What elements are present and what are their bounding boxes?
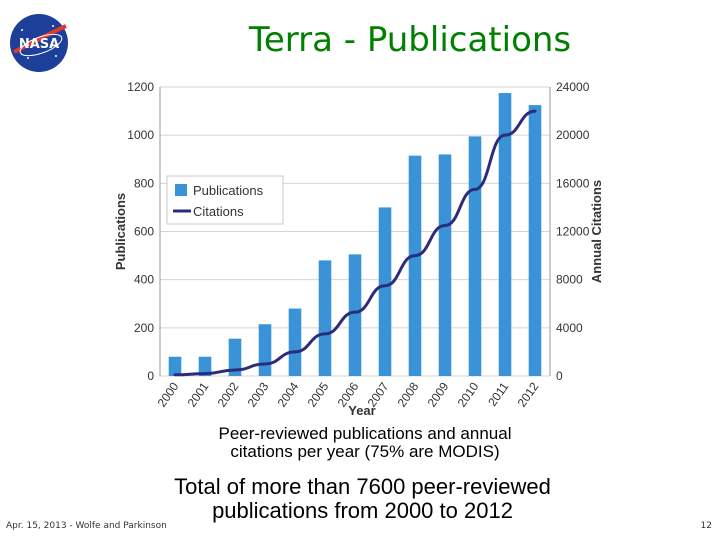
nasa-logo-swoosh (13, 24, 67, 54)
y-axis-label: Publications (113, 193, 128, 270)
bar-series (168, 93, 542, 376)
x-tick-label: 2012 (515, 379, 542, 409)
x-tick-label: 2000 (155, 379, 182, 409)
summary-line-2: publications from 2000 to 2012 (212, 498, 513, 523)
y-tick-label: 0 (147, 369, 154, 383)
y-tick-label: 400 (134, 273, 154, 287)
bar-2004 (288, 308, 302, 376)
bar-2003 (258, 324, 272, 376)
bar-2006 (348, 254, 362, 376)
y-tick-label: 600 (134, 225, 154, 239)
x-tick-label: 2004 (275, 379, 302, 409)
slide-number: 12 (700, 521, 712, 531)
y2-tick-label: 24000 (556, 80, 590, 94)
y-tick-label: 1000 (127, 128, 154, 142)
y2-tick-label: 4000 (556, 321, 583, 335)
x-tick-label: 2002 (215, 379, 242, 409)
y2-tick-label: 0 (556, 369, 563, 383)
bar-2005 (318, 260, 332, 376)
left-axis-ticks: 0 200 400 600 800 1000 1200 (127, 80, 154, 383)
caption-line-2: citations per year (75% are MODIS) (230, 442, 500, 461)
x-tick-label: 2008 (395, 379, 422, 409)
x-tick-label: 2001 (185, 379, 212, 409)
x-tick-label: 2010 (455, 379, 482, 409)
bar-2008 (408, 155, 422, 376)
right-axis-ticks: 0 4000 8000 12000 16000 20000 24000 (556, 80, 590, 383)
bar-2011 (498, 93, 512, 376)
y2-tick-label: 8000 (556, 273, 583, 287)
summary-text: Total of more than 7600 peer-reviewed pu… (120, 475, 605, 523)
footer-date-authors: Apr. 15, 2013 - Wolfe and Parkinson (6, 521, 167, 531)
y-tick-label: 200 (134, 321, 154, 335)
legend: Publications Citations (166, 175, 284, 225)
legend-label-publications: Publications (193, 183, 264, 198)
bar-2010 (468, 136, 482, 376)
nasa-logo-text: NASA (19, 37, 59, 52)
y2-tick-label: 12000 (556, 225, 590, 239)
bar-2012 (528, 105, 542, 376)
summary-line-1: Total of more than 7600 peer-reviewed (174, 474, 551, 499)
chart-caption: Peer-reviewed publications and annual ci… (150, 425, 580, 461)
bar-2002 (228, 338, 242, 376)
bar-2009 (438, 154, 452, 376)
y2-axis-label: Annual Citations (589, 180, 604, 283)
nasa-logo: NASA (10, 14, 68, 72)
x-tick-label: 2011 (485, 379, 511, 408)
nasa-logo-disc (10, 14, 68, 72)
y-tick-label: 800 (134, 176, 154, 190)
bar-2001 (198, 356, 212, 376)
bar-2007 (378, 207, 392, 376)
y-tick-label: 1200 (127, 80, 154, 94)
line-series (173, 109, 537, 377)
x-tick-label: 2009 (425, 379, 452, 409)
x-tick-label: 2005 (305, 379, 332, 409)
x-tick-label: 2003 (245, 379, 272, 409)
y2-tick-label: 16000 (556, 176, 590, 190)
publications-chart: 0 200 400 600 800 1000 1200 0 4000 8000 12000 1600… (113, 80, 604, 418)
legend-swatch-publications (175, 184, 187, 196)
bar-2000 (168, 356, 182, 376)
legend-label-citations: Citations (193, 204, 244, 219)
y2-tick-label: 20000 (556, 128, 590, 142)
caption-line-1: Peer-reviewed publications and annual (218, 424, 512, 443)
x-axis-label: Year (348, 403, 375, 418)
slide-title: Terra - Publications (248, 20, 572, 60)
